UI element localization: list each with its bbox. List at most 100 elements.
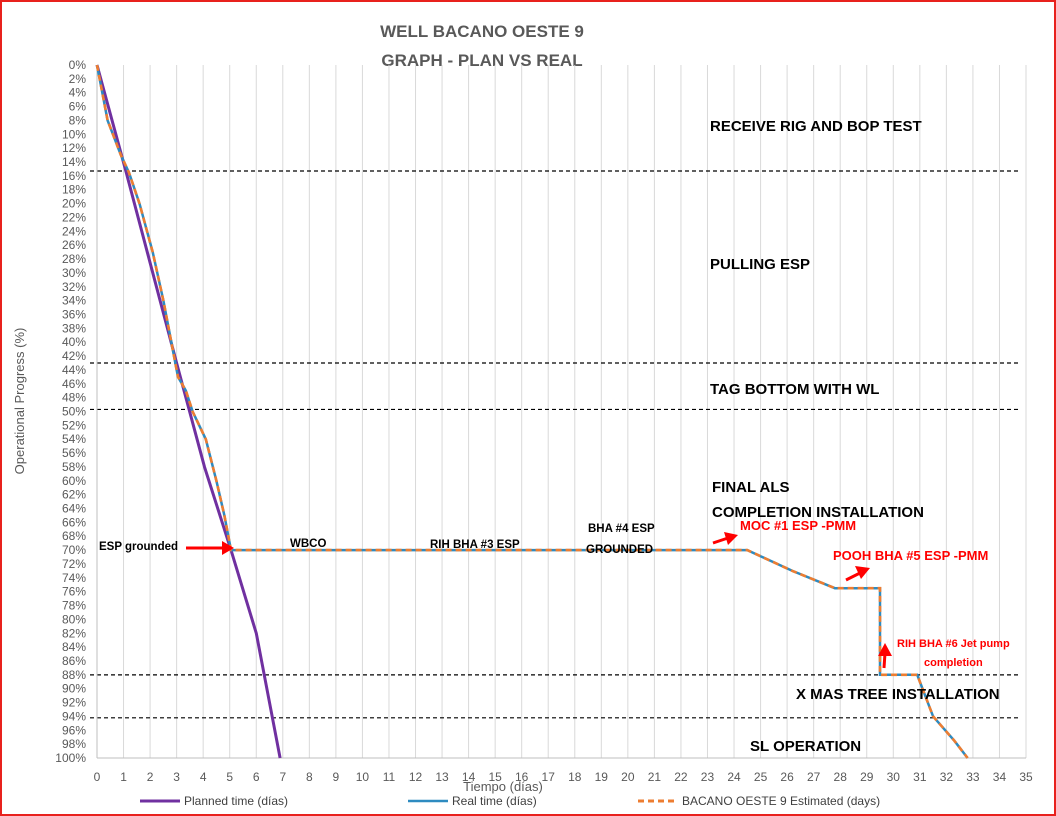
- legend-label: BACANO OESTE 9 Estimated (days): [682, 794, 880, 808]
- y-tick-label: 10%: [62, 127, 86, 141]
- x-tick-label: 9: [333, 770, 340, 784]
- y-tick-label: 6%: [69, 100, 87, 114]
- x-tick-label: 26: [780, 770, 794, 784]
- annotation-rih-bha3: RIH BHA #3 ESP: [430, 539, 520, 551]
- annotation-bha4-line2: GROUNDED: [586, 544, 653, 556]
- x-tick-label: 24: [727, 770, 741, 784]
- y-tick-label: 98%: [62, 737, 86, 751]
- x-tick-label: 29: [860, 770, 874, 784]
- y-tick-label: 48%: [62, 391, 86, 405]
- x-tick-label: 11: [383, 770, 396, 784]
- annotation-moc1: MOC #1 ESP -PMM: [740, 518, 856, 533]
- legend: Planned time (días) Real time (días) BACAN…: [140, 794, 880, 808]
- y-tick-label: 90%: [62, 682, 86, 696]
- x-tick-label: 21: [648, 770, 662, 784]
- arrow-pooh-bha5: [845, 566, 870, 582]
- x-tick-label: 28: [834, 770, 848, 784]
- y-tick-label: 24%: [62, 224, 86, 238]
- x-tick-label: 13: [435, 770, 449, 784]
- y-tick-label: 64%: [62, 502, 86, 516]
- x-tick-label: 0: [94, 770, 101, 784]
- annotation-rih-bha6-line2: completion: [924, 657, 983, 669]
- x-tick-label: 22: [674, 770, 688, 784]
- annotation-esp-grounded: ESP grounded: [99, 541, 178, 553]
- series-line-estimated: [95, 64, 969, 759]
- x-tick-label: 20: [621, 770, 635, 784]
- x-tick-label: 23: [701, 770, 715, 784]
- y-tick-label: 46%: [62, 377, 86, 391]
- y-tick-label: 36%: [62, 307, 86, 321]
- legend-label: Real time (días): [452, 794, 537, 808]
- y-tick-label: 26%: [62, 238, 86, 252]
- x-tick-label: 7: [279, 770, 286, 784]
- y-tick-label: 80%: [62, 612, 86, 626]
- x-tick-label: 31: [913, 770, 927, 784]
- y-tick-label: 8%: [69, 113, 87, 127]
- arrow-rih-bha6: [878, 643, 892, 669]
- chart-subtitle: GRAPH - PLAN VS REAL: [381, 51, 582, 70]
- y-tick-label: 72%: [62, 557, 86, 571]
- y-tick-label: 4%: [69, 86, 87, 100]
- series-line-real: [95, 64, 969, 759]
- y-tick-label: 20%: [62, 197, 86, 211]
- y-tick-label: 50%: [62, 405, 86, 419]
- phase-label-sl-operation: SL OPERATION: [750, 738, 861, 755]
- y-tick-label: 68%: [62, 529, 86, 543]
- arrow-esp-grounded: [186, 541, 234, 555]
- y-tick-label: 32%: [62, 280, 86, 294]
- x-tick-label: 18: [568, 770, 582, 784]
- series-line-planned: [95, 64, 282, 759]
- y-tick-label: 94%: [62, 709, 86, 723]
- x-tick-label: 33: [966, 770, 980, 784]
- phase-label-final-als: FINAL ALS: [712, 479, 790, 496]
- y-tick-label: 54%: [62, 432, 86, 446]
- x-tick-label: 8: [306, 770, 313, 784]
- y-tick-label: 30%: [62, 266, 86, 280]
- y-tick-label: 82%: [62, 626, 86, 640]
- y-tick-label: 86%: [62, 654, 86, 668]
- x-tick-label: 10: [356, 770, 370, 784]
- y-tick-label: 38%: [62, 321, 86, 335]
- y-tick-label: 78%: [62, 599, 86, 613]
- y-tick-label: 92%: [62, 696, 86, 710]
- y-tick-label: 40%: [62, 335, 86, 349]
- series-lines: [95, 64, 969, 759]
- y-tick-label: 100%: [55, 751, 86, 765]
- x-tick-label: 32: [940, 770, 954, 784]
- x-axis-title: Tiempo (días): [463, 779, 543, 794]
- y-tick-label: 2%: [69, 72, 87, 86]
- y-tick-label: 70%: [62, 543, 86, 557]
- y-tick-label: 66%: [62, 515, 86, 529]
- x-tick-label: 4: [200, 770, 207, 784]
- y-tick-label: 62%: [62, 488, 86, 502]
- x-tick-label: 30: [887, 770, 901, 784]
- y-tick-label: 16%: [62, 169, 86, 183]
- x-tick-label: 3: [173, 770, 180, 784]
- phase-label-pulling-esp: PULLING ESP: [710, 256, 810, 273]
- y-tick-label: 52%: [62, 418, 86, 432]
- x-tick-label: 5: [226, 770, 233, 784]
- y-axis-title: Operational Progress (%): [12, 328, 27, 475]
- x-tick-label: 12: [409, 770, 423, 784]
- y-tick-label: 58%: [62, 460, 86, 474]
- annotation-bha4-line1: BHA #4 ESP: [588, 523, 655, 535]
- x-tick-label: 17: [542, 770, 556, 784]
- y-tick-label: 56%: [62, 446, 86, 460]
- x-tick-label: 2: [147, 770, 154, 784]
- y-tick-label: 88%: [62, 668, 86, 682]
- phase-label-tag-bottom: TAG BOTTOM WITH WL: [710, 381, 879, 398]
- y-tick-label: 42%: [62, 349, 86, 363]
- phase-label-xmas-tree: X MAS TREE INSTALLATION: [796, 686, 1000, 703]
- x-tick-label: 16: [515, 770, 529, 784]
- y-tick-label: 28%: [62, 252, 86, 266]
- x-tick-label: 1: [120, 770, 127, 784]
- annotation-rih-bha6-line1: RIH BHA #6 Jet pump: [897, 638, 1010, 650]
- legend-item: Real time (días): [408, 794, 537, 808]
- legend-label: Planned time (días): [184, 794, 288, 808]
- y-tick-label: 44%: [62, 363, 86, 377]
- chart-title: WELL BACANO OESTE 9: [380, 22, 584, 41]
- phase-label-receive-rig: RECEIVE RIG AND BOP TEST: [710, 118, 922, 135]
- legend-item: Planned time (días): [140, 794, 288, 808]
- phase-label-completion: COMPLETION INSTALLATION: [712, 504, 924, 521]
